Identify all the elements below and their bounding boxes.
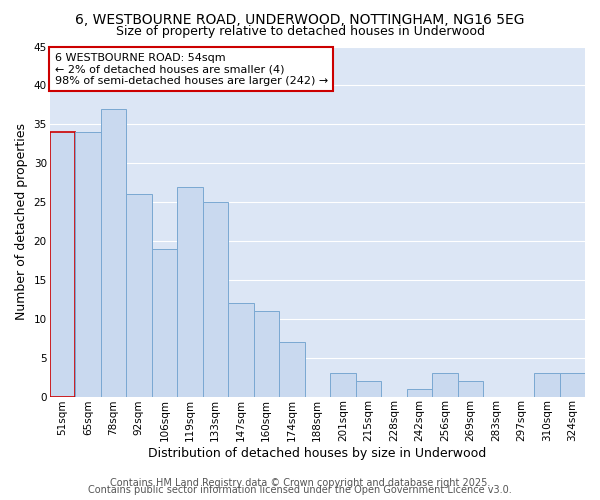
Y-axis label: Number of detached properties: Number of detached properties	[15, 123, 28, 320]
Bar	[330, 373, 356, 396]
Bar	[458, 381, 483, 396]
Bar	[534, 373, 560, 396]
Bar	[126, 194, 152, 396]
Bar	[152, 248, 177, 396]
Text: 6, WESTBOURNE ROAD, UNDERWOOD, NOTTINGHAM, NG16 5EG: 6, WESTBOURNE ROAD, UNDERWOOD, NOTTINGHA…	[75, 12, 525, 26]
X-axis label: Distribution of detached houses by size in Underwood: Distribution of detached houses by size …	[148, 447, 487, 460]
Bar	[254, 311, 279, 396]
Bar	[228, 303, 254, 396]
Bar	[279, 342, 305, 396]
Text: Contains HM Land Registry data © Crown copyright and database right 2025.: Contains HM Land Registry data © Crown c…	[110, 478, 490, 488]
Bar	[50, 132, 75, 396]
Bar	[177, 186, 203, 396]
Bar	[356, 381, 381, 396]
Bar	[560, 373, 585, 396]
Text: 6 WESTBOURNE ROAD: 54sqm
← 2% of detached houses are smaller (4)
98% of semi-det: 6 WESTBOURNE ROAD: 54sqm ← 2% of detache…	[55, 52, 328, 86]
Bar	[407, 389, 432, 396]
Bar	[75, 132, 101, 396]
Text: Contains public sector information licensed under the Open Government Licence v3: Contains public sector information licen…	[88, 485, 512, 495]
Bar	[101, 108, 126, 397]
Text: Size of property relative to detached houses in Underwood: Size of property relative to detached ho…	[115, 25, 485, 38]
Bar	[432, 373, 458, 396]
Bar	[203, 202, 228, 396]
